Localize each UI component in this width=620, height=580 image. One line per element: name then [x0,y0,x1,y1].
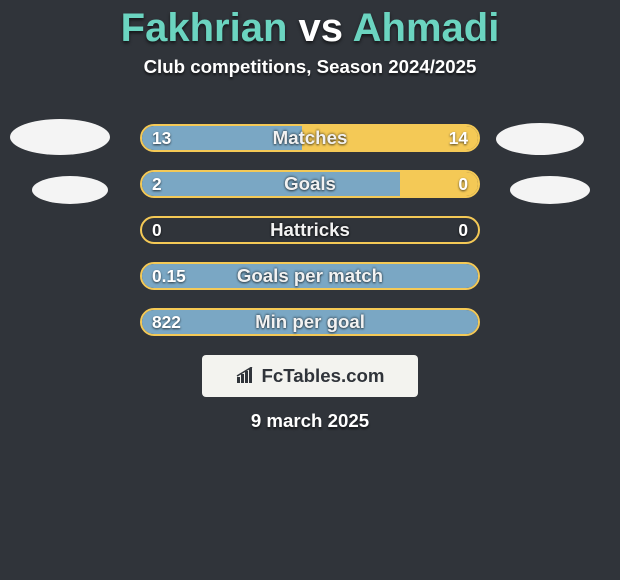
avatar [32,176,108,204]
stat-value-left: 0 [152,216,162,244]
stat-value-left: 13 [152,124,171,152]
stat-label: Hattricks [0,216,620,244]
stat-label: Min per goal [0,308,620,336]
avatar [510,176,590,204]
stat-value-left: 822 [152,308,181,336]
brand-badge: FcTables.com [202,355,418,397]
stat-row: Min per goal822 [0,308,620,336]
stat-value-right: 0 [458,170,468,198]
stat-label: Goals per match [0,262,620,290]
avatar [496,123,584,155]
stat-row: Hattricks0 0 [0,216,620,244]
bars-chart-icon [235,367,257,385]
date-label: 9 march 2025 [0,410,620,432]
subtitle: Club competitions, Season 2024/2025 [0,56,620,78]
stats-rows: Matches1314Goals20Hattricks00Goals per m… [0,124,620,354]
comparison-card: Fakhrian vs Ahmadi Club competitions, Se… [0,0,620,580]
stat-value-left: 2 [152,170,162,198]
avatar [10,119,110,155]
player2-name: Ahmadi [353,6,500,50]
stat-value-right: 0 [458,216,468,244]
stat-row: Goals per match0.15 [0,262,620,290]
player1-name: Fakhrian [121,6,288,50]
brand-text: FcTables.com [261,365,384,387]
stat-value-left: 0.15 [152,262,186,290]
stat-value-right: 14 [449,124,468,152]
vs-word: vs [299,6,344,50]
page-title: Fakhrian vs Ahmadi [0,0,620,50]
